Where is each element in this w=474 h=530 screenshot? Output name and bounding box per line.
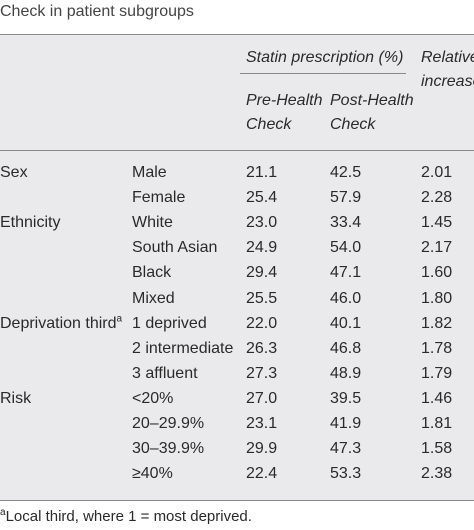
pre-value-cell: 25.5 [246,289,278,307]
post-value-cell: 46.0 [330,289,362,307]
relative-increase-cell: 2.28 [421,189,453,207]
footnote-reference: a [116,313,123,325]
footnote-mark: a [0,507,6,518]
subgroup-cell: ≥40% [132,465,173,483]
relative-increase-cell: 1.45 [421,214,453,232]
group-cell: Risk [0,389,31,409]
group-label: Sex [0,164,28,181]
pre-value-cell: 24.9 [246,239,278,257]
relative-increase-cell: 2.38 [421,465,453,483]
post-value-cell: 46.8 [330,339,362,357]
subgroup-cell: Male [132,164,167,181]
relative-increase-cell: 1.58 [421,440,453,458]
subgroup-cell: Female [132,189,186,207]
group-label: Deprivation third [0,314,117,332]
pre-value-cell: 23.0 [246,214,278,232]
subgroup-cell: 1 deprived [132,314,207,332]
relative-increase-cell: 1.46 [421,389,453,407]
relative-increase-cell: 1.82 [421,314,453,332]
pre-value-cell: 23.1 [246,415,278,432]
post-value-cell: 53.3 [330,465,362,483]
table-footnote: aLocal third, where 1 = most deprived. [0,507,252,526]
post-value-cell: 42.5 [330,164,362,181]
post-value-cell: 48.9 [330,364,362,382]
group-cell: Ethnicity [0,213,60,233]
subgroup-cell: White [132,214,173,232]
post-value-cell: 54.0 [330,239,362,257]
pre-value-cell: 21.1 [246,164,278,181]
pre-value-cell: 27.3 [246,364,278,382]
statin-table: Statin prescription (%) Relative increas… [0,34,474,501]
subgroup-cell: 30–39.9% [132,440,205,458]
subgroup-cell: <20% [132,389,174,407]
subgroup-cell: 2 intermediate [132,339,234,357]
pre-value-cell: 22.4 [246,465,278,483]
post-value-cell: 40.1 [330,314,362,332]
pre-value-cell: 29.4 [246,264,278,282]
group-label: Ethnicity [0,214,61,232]
relative-increase-cell: 2.01 [421,164,453,181]
footnote-text: Local third, where 1 = most deprived. [5,508,252,525]
group-label: Risk [0,389,32,407]
relative-increase-cell: 1.80 [421,289,453,307]
statin-prescription-header: Statin prescription (%) [246,49,404,66]
relative-increase-cell: 1.79 [421,364,453,382]
post-value-cell: 57.9 [330,189,362,207]
subgroup-cell: 3 affluent [132,364,198,382]
pre-health-check-header-line2: Check [246,116,292,133]
pre-value-cell: 27.0 [246,389,278,407]
post-value-cell: 33.4 [330,214,362,232]
pre-value-cell: 29.9 [246,440,278,458]
relative-increase-header-line1: Relative [421,49,474,66]
subgroup-cell: Black [132,264,172,282]
post-health-check-header-line1: Post-Health [330,92,414,109]
post-health-check-header-line2: Check [330,116,376,133]
subgroup-cell: Mixed [132,289,175,307]
pre-value-cell: 22.0 [246,314,278,332]
group-cell: Deprivation thirda [0,314,122,334]
header-bottom-rule [0,150,474,151]
subgroup-cell: 20–29.9% [132,415,205,432]
relative-increase-cell: 1.81 [421,415,453,432]
post-value-cell: 41.9 [330,415,362,432]
relative-increase-cell: 1.60 [421,264,453,282]
pre-value-cell: 26.3 [246,339,278,357]
relative-increase-cell: 2.17 [421,239,453,257]
relative-increase-header-line2: increase [421,73,474,90]
pre-value-cell: 25.4 [246,189,278,207]
post-value-cell: 47.3 [330,440,362,458]
relative-increase-cell: 1.78 [421,339,453,357]
table-caption: Check in patient subgroups [0,3,194,20]
pre-health-check-header-line1: Pre-Health [246,92,323,109]
post-value-cell: 39.5 [330,389,362,407]
group-cell: Sex [0,163,28,183]
subgroup-cell: South Asian [132,239,218,257]
post-value-cell: 47.1 [330,264,362,282]
statin-header-rule [240,73,406,74]
